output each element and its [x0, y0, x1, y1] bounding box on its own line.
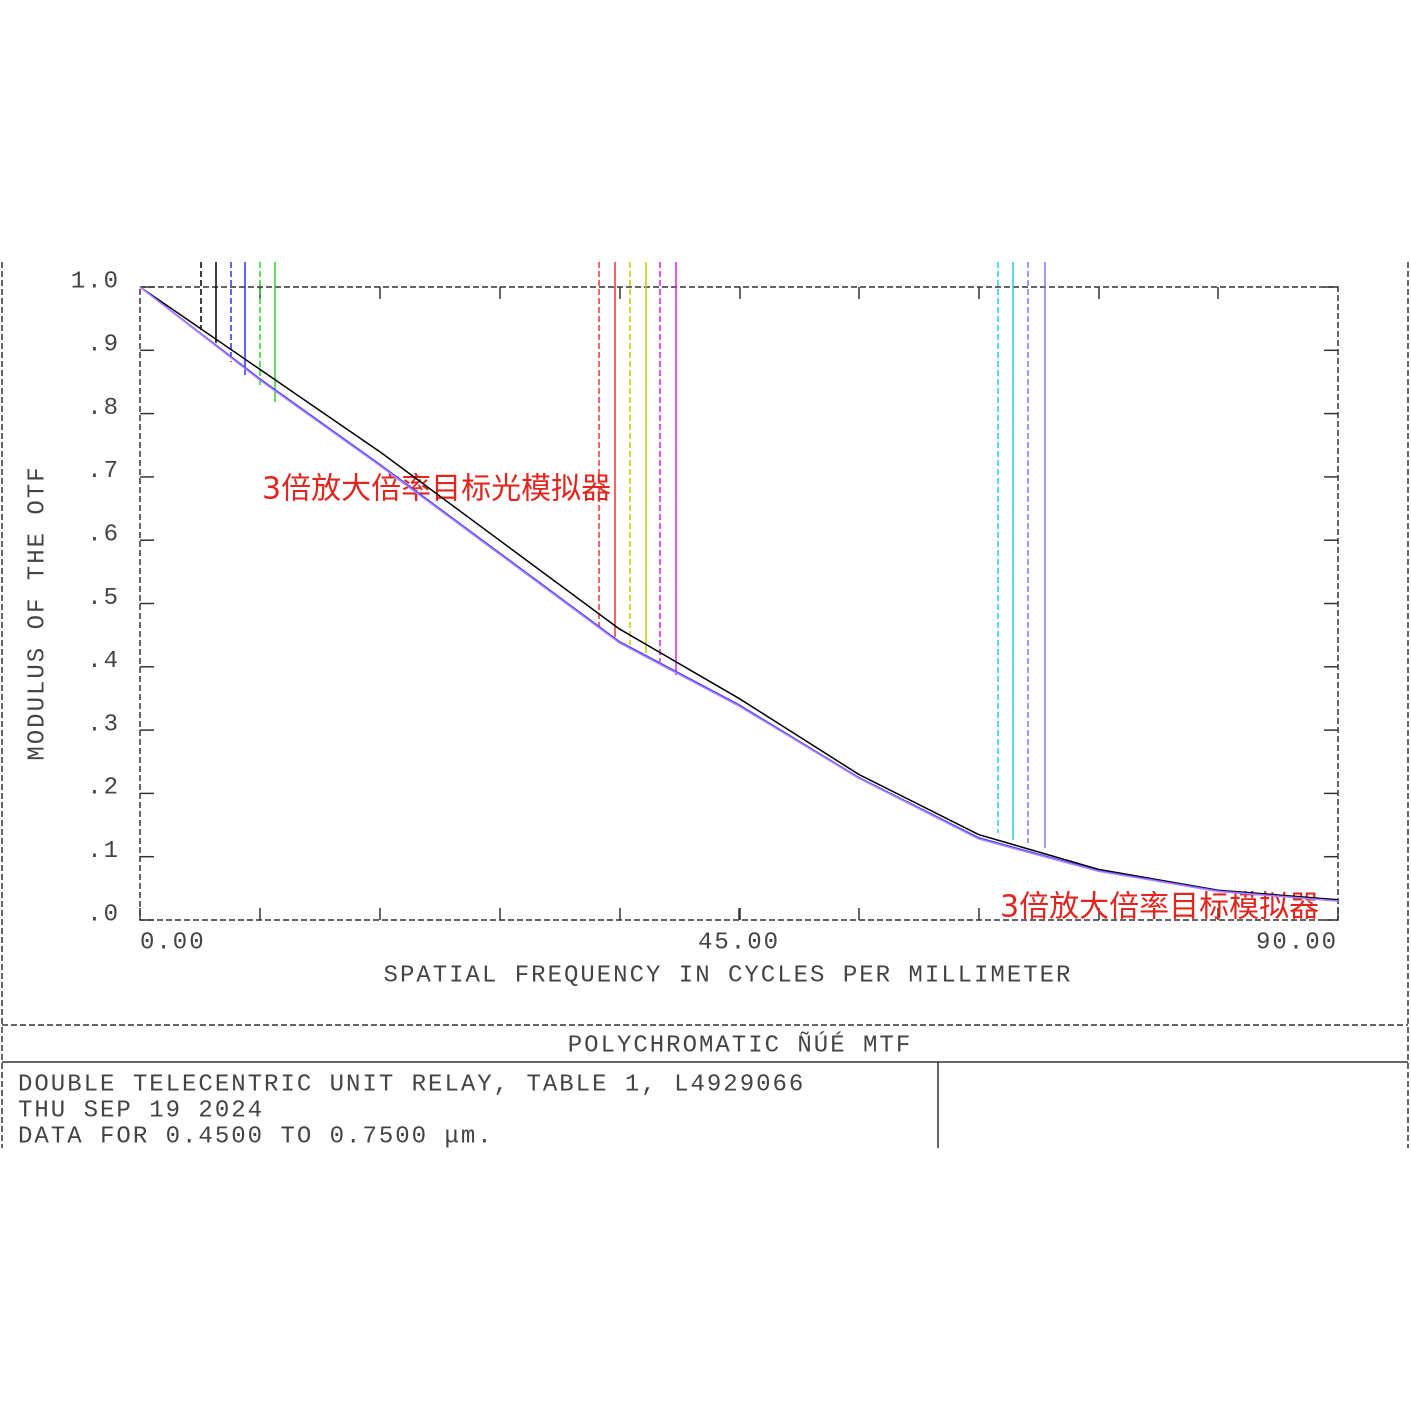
- y-tick-label: .6: [87, 522, 120, 549]
- mtf-curve: [139, 286, 1339, 901]
- y-tick-label: .2: [87, 775, 120, 802]
- y-tick-label: .3: [87, 711, 120, 738]
- x-tick-label: 45.00: [698, 929, 780, 956]
- y-tick-label: .7: [87, 458, 120, 485]
- x-tick-label: 90.00: [1256, 929, 1338, 956]
- footer-line: THU SEP 19 2024: [18, 1097, 264, 1124]
- y-tick-label: .5: [87, 585, 120, 612]
- y-tick-label: .0: [87, 901, 120, 928]
- y-tick-label: .4: [87, 648, 120, 675]
- y-axis-label: MODULUS OF THE OTF: [24, 465, 51, 760]
- x-axis-label: SPATIAL FREQUENCY IN CYCLES PER MILLIMET…: [384, 962, 1073, 989]
- footer-title: POLYCHROMATIC ÑÚÉ MTF: [568, 1030, 912, 1059]
- minor-ticks: [259, 287, 1219, 920]
- field-markers: [200, 262, 1046, 848]
- y-tick-label: .1: [87, 838, 120, 865]
- mtf-curve: [139, 286, 1339, 902]
- x-tick-label: 0.00: [140, 929, 206, 956]
- annotation: 3倍放大倍率目标光模拟器: [262, 472, 611, 507]
- mtf-curve: [139, 286, 1339, 902]
- frame: [1, 262, 1409, 1148]
- footer-line: DOUBLE TELECENTRIC UNIT RELAY, TABLE 1, …: [18, 1071, 805, 1098]
- y-tick-label: .8: [87, 395, 120, 422]
- y-tick-label: 1.0: [71, 268, 120, 295]
- footer-line: DATA FOR 0.4500 TO 0.7500 μm.: [18, 1123, 494, 1150]
- y-tick-label: .9: [87, 332, 120, 359]
